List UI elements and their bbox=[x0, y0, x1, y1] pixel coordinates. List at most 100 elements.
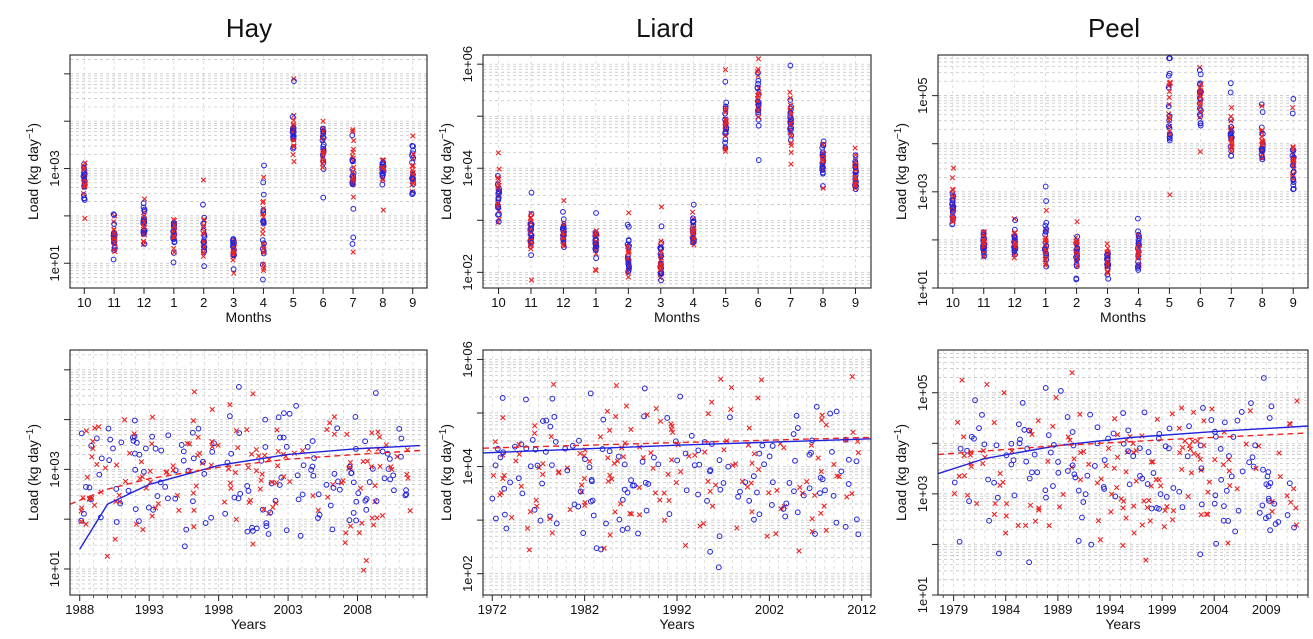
data-point-x bbox=[195, 434, 201, 440]
data-point-x bbox=[758, 377, 765, 383]
data-point-circle bbox=[806, 485, 813, 492]
data-point-circle bbox=[130, 437, 137, 444]
data-point-circle bbox=[794, 509, 801, 516]
data-point-circle bbox=[172, 495, 179, 502]
data-point-x bbox=[1012, 243, 1018, 250]
data-point-x bbox=[221, 499, 228, 505]
panel-title-peel: Peel bbox=[1088, 13, 1140, 43]
data-point-x bbox=[586, 458, 593, 465]
data-point-circle bbox=[696, 461, 703, 468]
data-point-circle bbox=[289, 129, 296, 136]
data-point-x bbox=[1050, 423, 1056, 430]
data-point-x bbox=[190, 490, 197, 496]
data-point-circle bbox=[1136, 235, 1143, 242]
data-point-x bbox=[209, 443, 215, 450]
data-point-x bbox=[561, 197, 567, 204]
data-point-circle bbox=[717, 486, 724, 493]
data-point-circle bbox=[683, 487, 690, 494]
data-point-x bbox=[383, 442, 389, 448]
data-point-circle bbox=[951, 479, 958, 486]
data-point-circle bbox=[643, 507, 650, 514]
data-point-circle bbox=[1074, 233, 1081, 240]
data-point-circle bbox=[1073, 254, 1079, 261]
x-tick-label: 1984 bbox=[991, 602, 1020, 617]
data-point-circle bbox=[316, 511, 323, 518]
data-point-circle bbox=[716, 533, 723, 540]
x-tick-label: 4 bbox=[260, 295, 267, 310]
data-point-x bbox=[721, 447, 727, 453]
data-point-x bbox=[1001, 390, 1007, 396]
data-point-circle bbox=[688, 432, 695, 439]
data-point-x bbox=[961, 472, 968, 479]
data-point-circle bbox=[136, 451, 143, 458]
data-point-x bbox=[273, 500, 279, 506]
data-point-circle bbox=[755, 157, 762, 163]
data-point-x bbox=[1144, 504, 1151, 511]
data-point-x bbox=[797, 484, 803, 491]
x-axis: 1972 1982 1992 2002 2012 Years bbox=[478, 595, 876, 632]
data-point-x bbox=[104, 553, 111, 559]
data-point-x bbox=[1094, 480, 1100, 486]
data-point-circle bbox=[268, 480, 275, 487]
data-point-circle bbox=[769, 443, 776, 449]
data-point-circle bbox=[576, 437, 582, 444]
data-point-x bbox=[823, 422, 829, 428]
data-point-x bbox=[550, 381, 557, 388]
data-point-circle bbox=[315, 515, 321, 521]
data-point-x bbox=[247, 497, 254, 503]
data-point-x bbox=[547, 516, 553, 522]
data-point-circle bbox=[262, 416, 269, 423]
data-point-x bbox=[744, 484, 751, 490]
data-point-circle bbox=[547, 423, 554, 430]
data-point-circle bbox=[527, 231, 534, 237]
data-point-x bbox=[231, 250, 237, 256]
data-points bbox=[80, 76, 417, 283]
data-point-circle bbox=[1075, 487, 1082, 494]
data-point-circle bbox=[295, 496, 302, 503]
data-point-circle bbox=[1031, 451, 1038, 458]
data-point-circle bbox=[349, 241, 356, 247]
x-tick-label: 3 bbox=[657, 295, 664, 310]
data-point-circle bbox=[263, 523, 270, 529]
data-point-circle bbox=[280, 410, 287, 417]
data-point-x bbox=[258, 477, 264, 484]
data-point-circle bbox=[170, 228, 177, 235]
data-point-x bbox=[490, 472, 497, 479]
data-point-circle bbox=[222, 510, 229, 517]
data-point-circle bbox=[391, 487, 397, 494]
data-point-x bbox=[155, 501, 162, 507]
data-point-x bbox=[1277, 473, 1283, 480]
data-point-x bbox=[405, 475, 411, 481]
data-point-circle bbox=[200, 458, 206, 465]
data-point-x bbox=[1194, 438, 1201, 444]
data-point-x bbox=[849, 373, 856, 380]
data-point-circle bbox=[664, 415, 671, 421]
data-point-x bbox=[343, 530, 349, 536]
data-point-x bbox=[1228, 104, 1235, 111]
data-point-x bbox=[1253, 465, 1259, 472]
data-point-x bbox=[200, 177, 207, 183]
data-point-circle bbox=[494, 445, 501, 452]
data-point-circle bbox=[1166, 137, 1173, 144]
data-point-x bbox=[1197, 94, 1204, 100]
data-point-circle bbox=[294, 472, 301, 479]
data-point-circle bbox=[350, 234, 357, 241]
data-point-circle bbox=[1218, 476, 1225, 483]
data-point-x bbox=[1141, 498, 1147, 504]
data-point-circle bbox=[852, 152, 859, 159]
data-point-circle bbox=[1043, 228, 1049, 235]
x-tick-label: 1989 bbox=[1043, 602, 1072, 617]
data-point-circle bbox=[619, 527, 626, 533]
data-point-x bbox=[141, 196, 148, 202]
data-point-circle bbox=[624, 525, 631, 532]
x-tick-label: 1972 bbox=[478, 602, 507, 617]
data-point-circle bbox=[852, 164, 859, 171]
x-tick-label: 7 bbox=[1228, 295, 1235, 310]
data-point-x bbox=[1227, 482, 1233, 489]
data-point-circle bbox=[336, 486, 343, 493]
data-point-circle bbox=[495, 194, 502, 201]
data-point-circle bbox=[231, 494, 238, 501]
data-point-circle bbox=[1073, 248, 1080, 255]
data-point-x bbox=[755, 97, 761, 104]
data-point-circle bbox=[979, 411, 985, 418]
